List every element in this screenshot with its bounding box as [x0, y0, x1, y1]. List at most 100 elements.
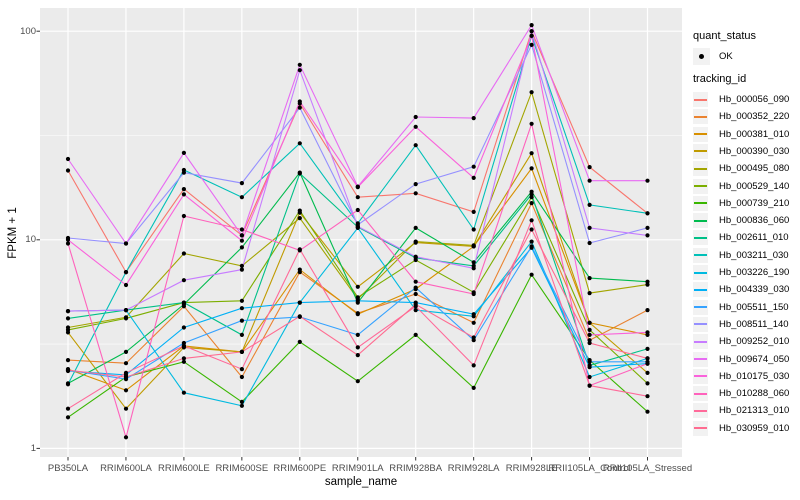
data-point [123, 374, 129, 380]
series-color-swatch [694, 392, 707, 395]
series-color-swatch [694, 358, 707, 360]
series-color-swatch [694, 306, 707, 309]
legend-key-box [693, 368, 708, 384]
data-point [123, 241, 129, 246]
data-point [413, 124, 418, 129]
data-point [413, 143, 418, 148]
data-point [297, 62, 302, 67]
data-point [239, 195, 244, 200]
data-point [587, 365, 592, 370]
data-point [355, 332, 360, 337]
legend: quant_status OK tracking_id Hb_000056_09… [686, 0, 800, 500]
data-point [529, 151, 534, 156]
series-color-swatch [694, 323, 707, 326]
legend-entry-label: OK [719, 51, 733, 62]
x-tick-label: RRII105LA_Control [548, 463, 631, 474]
data-point [413, 285, 418, 290]
data-point [123, 270, 129, 275]
data-point [587, 359, 592, 364]
data-point [471, 175, 476, 180]
data-point [239, 238, 244, 243]
legend-entry-label: Hb_008511_140 [719, 318, 789, 330]
data-point [297, 314, 302, 319]
data-point [529, 42, 534, 48]
legend-entry-label: Hb_000390_030 [719, 145, 790, 157]
legend-key-box [693, 161, 708, 177]
data-point [65, 368, 71, 373]
data-point [413, 254, 418, 259]
legend-key-box [693, 403, 708, 419]
legend-key-box [693, 316, 708, 332]
data-point [239, 245, 244, 250]
data-point [413, 332, 418, 337]
data-point [587, 291, 592, 296]
data-point [587, 332, 592, 337]
legend-entry-label: Hb_009252_010 [719, 336, 790, 348]
data-point [65, 327, 71, 332]
data-point [123, 406, 129, 411]
data-point [587, 383, 592, 388]
data-point [239, 181, 244, 186]
data-point [239, 263, 244, 268]
data-point [645, 178, 650, 183]
legend-key-box [693, 48, 710, 65]
data-point [645, 361, 650, 366]
data-point [181, 359, 186, 364]
data-point [529, 23, 534, 28]
data-point [297, 171, 302, 176]
data-point [413, 279, 418, 284]
data-point [65, 309, 71, 314]
data-point [587, 320, 592, 325]
data-point [181, 343, 186, 348]
x-tick-label: RRIM928BA [389, 463, 443, 474]
data-point [65, 406, 71, 411]
x-tick-label: RRIM928LA [447, 463, 500, 474]
data-point [297, 105, 302, 110]
data-point [65, 237, 71, 242]
legend-entry-label: Hb_021313_010 [719, 405, 790, 417]
data-point [471, 260, 476, 265]
data-point [471, 363, 476, 368]
data-point [645, 308, 650, 313]
data-point [297, 300, 302, 305]
data-point [239, 367, 244, 372]
y-tick-label: 10 [25, 234, 36, 246]
data-point [181, 356, 186, 361]
legend-entry-label: Hb_000056_090 [719, 94, 790, 105]
data-point [587, 276, 592, 281]
data-point [587, 240, 592, 246]
legend-entry-label: Hb_000836_060 [719, 215, 790, 227]
legend-key-box [693, 109, 708, 125]
point-marker-icon [699, 54, 704, 59]
legend-entry-label: Hb_010175_030 [719, 370, 790, 382]
data-point [65, 241, 71, 246]
x-tick-label: RRIM928LE [505, 463, 558, 474]
series-color-swatch [694, 133, 707, 136]
x-tick-label: RRIM901LA [331, 463, 384, 474]
series-color-swatch [694, 288, 707, 291]
series-color-swatch [694, 427, 707, 430]
data-point [529, 29, 534, 34]
series-color-swatch [694, 150, 707, 153]
legend-key-box [693, 420, 708, 436]
data-point [297, 141, 302, 146]
data-point [413, 291, 418, 297]
data-point [123, 361, 129, 366]
data-point [413, 308, 418, 313]
x-tick-label: RRIM600PE [273, 463, 327, 474]
legend-key-box [693, 213, 708, 229]
data-point [529, 239, 534, 244]
data-point [297, 208, 302, 213]
legend-entry-label: Hb_004339_030 [719, 284, 790, 296]
data-point [529, 272, 534, 277]
data-point [587, 374, 592, 380]
data-point [355, 284, 360, 289]
data-point [355, 353, 360, 358]
x-tick-label: RRIM600LA [100, 463, 152, 474]
data-point [645, 282, 650, 287]
data-point [529, 90, 534, 95]
data-point [413, 239, 418, 244]
data-point [239, 399, 244, 404]
data-point [471, 116, 476, 121]
data-point [239, 298, 244, 303]
